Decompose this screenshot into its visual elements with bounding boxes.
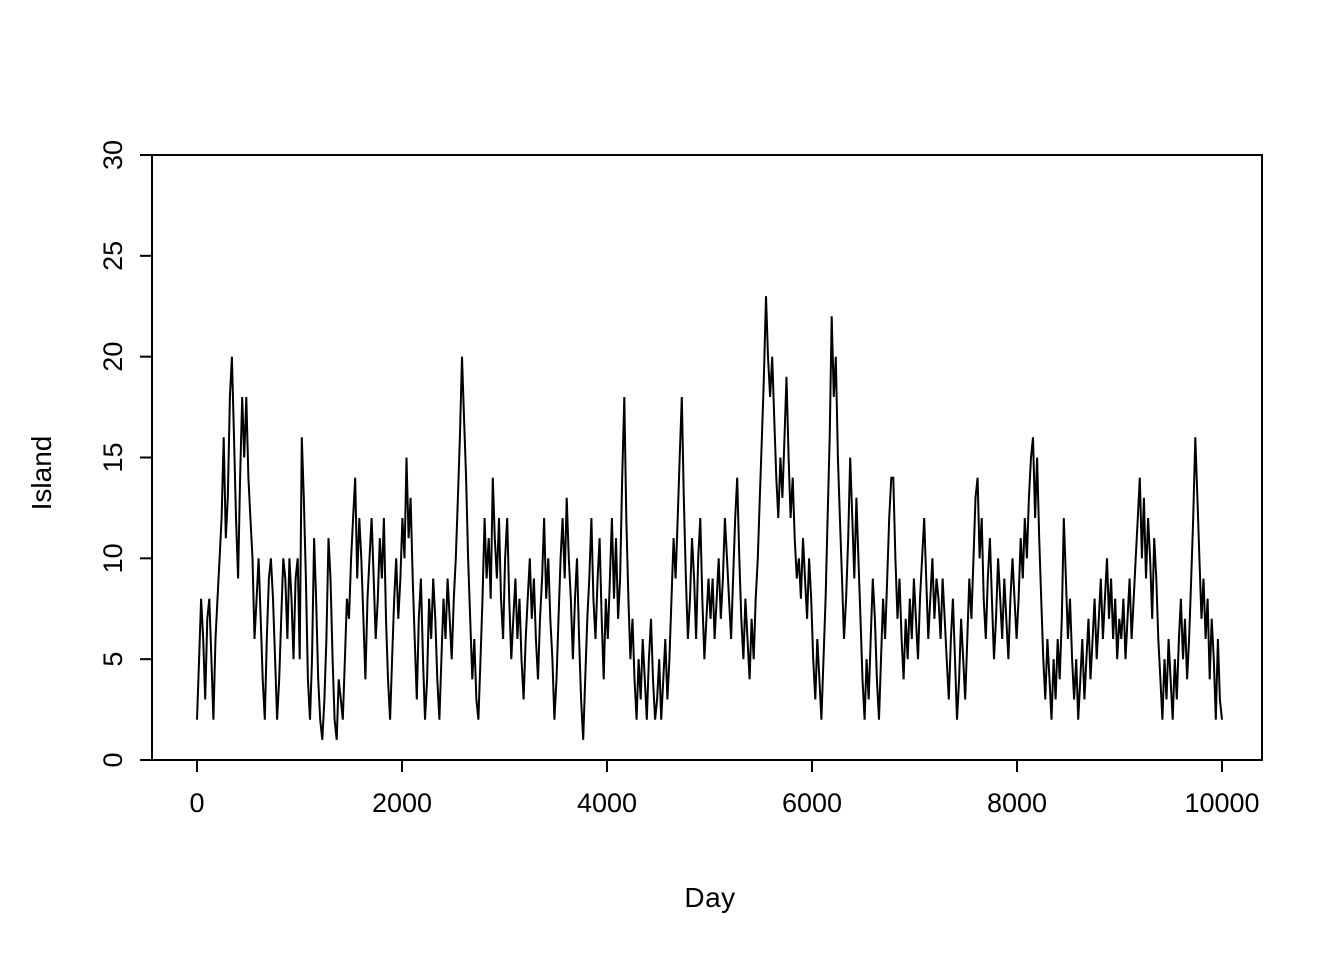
x-tick-label: 4000: [577, 788, 637, 818]
trace-line-series: [196, 296, 1223, 740]
y-tick-label: 20: [98, 342, 128, 372]
x-tick-label: 2000: [372, 788, 432, 818]
y-tick-label: 10: [98, 543, 128, 573]
y-tick-label: 15: [98, 442, 128, 472]
trace-line: [196, 296, 1223, 740]
x-tick-label: 8000: [987, 788, 1047, 818]
y-tick-label: 25: [98, 241, 128, 271]
x-axis: 0 2000 4000 6000 8000 10000: [189, 760, 1260, 818]
x-tick-label: 0: [189, 788, 204, 818]
y-axis: 0 5 10 15 20 25 30: [98, 140, 152, 768]
y-tick-label: 0: [98, 752, 128, 767]
x-tick-label: 10000: [1184, 788, 1259, 818]
y-tick-label: 5: [98, 652, 128, 667]
x-tick-label: 6000: [782, 788, 842, 818]
y-tick-label: 30: [98, 140, 128, 170]
x-axis-title: Day: [684, 882, 736, 913]
y-axis-title: Island: [26, 435, 57, 511]
